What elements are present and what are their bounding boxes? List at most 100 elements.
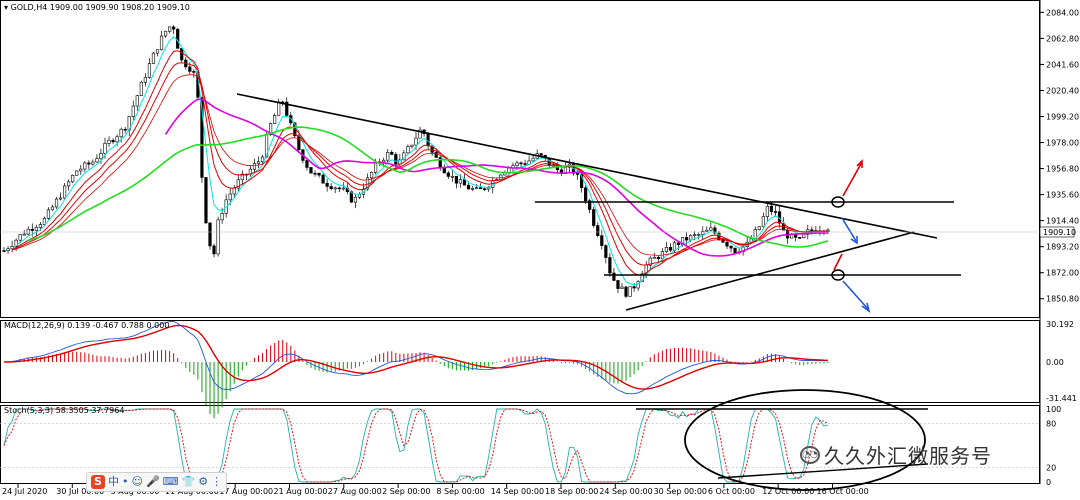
candle-body	[63, 185, 67, 199]
candle-body	[794, 234, 798, 238]
candle-body	[285, 101, 289, 116]
candle-body	[26, 228, 30, 235]
candle-body	[410, 144, 414, 147]
stochastic-group	[0, 408, 1040, 483]
candle-body	[729, 245, 733, 249]
candle-body	[349, 191, 353, 203]
candle-body	[119, 128, 123, 138]
candle-body	[648, 257, 652, 266]
ma-line-red-1	[11, 50, 829, 276]
moving-averages	[11, 36, 829, 286]
candle-body	[693, 234, 697, 236]
candle-body	[341, 187, 345, 190]
candle-body	[232, 187, 236, 195]
candle-body	[656, 256, 660, 260]
macd-line	[3, 321, 828, 395]
wechat-icon: ◔◔	[800, 445, 820, 464]
candle-body	[321, 174, 325, 184]
candle-body	[390, 152, 394, 155]
candle-body	[155, 49, 160, 54]
candle-body	[228, 193, 232, 201]
ime-item[interactable]: 中	[108, 475, 119, 488]
candle-body	[115, 136, 119, 143]
time-tick-label: 14 Sep 00:00	[491, 487, 544, 496]
candle-body	[353, 196, 358, 203]
current-price-label: 1909.10	[1043, 228, 1076, 237]
time-tick-label: 12 Oct 00:00	[762, 487, 814, 496]
candle-body	[531, 157, 535, 162]
candle-body	[733, 247, 737, 253]
candle-body	[58, 197, 63, 200]
ime-logo-icon[interactable]: S	[91, 475, 105, 489]
candle-body	[434, 152, 438, 158]
stoch-trendline	[717, 463, 929, 479]
upper-trendline	[236, 93, 938, 239]
arrow-down-long-icon	[842, 280, 869, 310]
candle-body	[180, 48, 184, 61]
emoji-icon[interactable]: ☺	[131, 475, 143, 488]
candle-body	[636, 281, 640, 289]
candle-body	[333, 187, 337, 190]
candle-body	[6, 248, 10, 251]
stoch-tick-label: 0	[1046, 478, 1051, 487]
candle-body	[600, 235, 604, 246]
ime-toolbar[interactable]: S 中 • ☺ 🎤 ⌨ 👕 ⚙ ⋮	[86, 472, 228, 492]
stoch-tick-label: 20	[1046, 463, 1056, 472]
ime-item[interactable]: •	[122, 475, 129, 488]
lower-trendline	[625, 231, 915, 311]
candle-body	[765, 205, 769, 217]
candle-body	[697, 234, 701, 236]
candle-body	[458, 179, 463, 184]
candle-body	[123, 128, 127, 131]
time-tick-label: 30 Jul 00:00	[56, 487, 104, 496]
time-tick-label: 8 Sep 00:00	[436, 487, 484, 496]
candle-body	[664, 247, 669, 252]
candle-body	[135, 95, 139, 107]
candle-body	[382, 159, 386, 163]
candle-body	[357, 194, 362, 198]
more-icon[interactable]: ⋮	[211, 475, 223, 488]
candle-body	[406, 146, 410, 154]
candle-body	[519, 162, 523, 165]
candle-body	[325, 182, 329, 187]
candle-body	[668, 247, 673, 251]
watermark: ◔◔ 久久外汇微服务号	[800, 440, 992, 469]
skin-icon[interactable]: 👕	[181, 475, 196, 488]
candle-body	[446, 172, 450, 177]
candle-body	[260, 156, 265, 163]
time-tick-label: 21 Aug 00:00	[274, 487, 328, 496]
candle-body	[386, 152, 390, 161]
settings-icon[interactable]: ⚙	[198, 475, 209, 488]
candle-body	[757, 226, 761, 231]
time-tick-label: 27 Aug 00:00	[328, 487, 382, 496]
candle-body	[725, 241, 729, 247]
microphone-icon[interactable]: 🎤	[145, 475, 160, 488]
time-tick-label: 17 Aug 00:00	[219, 487, 273, 496]
candle-body	[147, 63, 152, 78]
candle-body	[240, 173, 244, 181]
macd-tick-label: 30.192	[1046, 320, 1074, 329]
candle-body	[418, 129, 422, 139]
candle-body	[18, 234, 22, 241]
macd-panel-frame	[0, 320, 1040, 403]
candle-body	[305, 160, 309, 168]
stoch-d-line	[3, 408, 829, 483]
stoch-label: Stoch(5,3,3) 58.3505 37.7964	[4, 406, 124, 415]
breakout-marker-top	[831, 196, 845, 208]
candle-body	[430, 145, 434, 153]
candle-body	[709, 227, 713, 231]
candle-body	[616, 280, 620, 289]
time-tick-label: 24 Sep 00:00	[599, 487, 652, 496]
candle-body	[575, 173, 580, 175]
price-tick-label: 2084.00	[1046, 8, 1079, 17]
ma-line-green	[28, 126, 829, 248]
candle-body	[454, 175, 458, 184]
candle-body	[216, 219, 220, 255]
keyboard-icon[interactable]: ⌨	[162, 475, 179, 488]
candle-body	[773, 211, 778, 213]
candle-body	[139, 81, 143, 96]
candle-body	[474, 187, 479, 189]
candle-body	[329, 186, 333, 189]
ma-line-red-3	[12, 74, 829, 256]
arrow-up-small-icon	[833, 253, 843, 271]
